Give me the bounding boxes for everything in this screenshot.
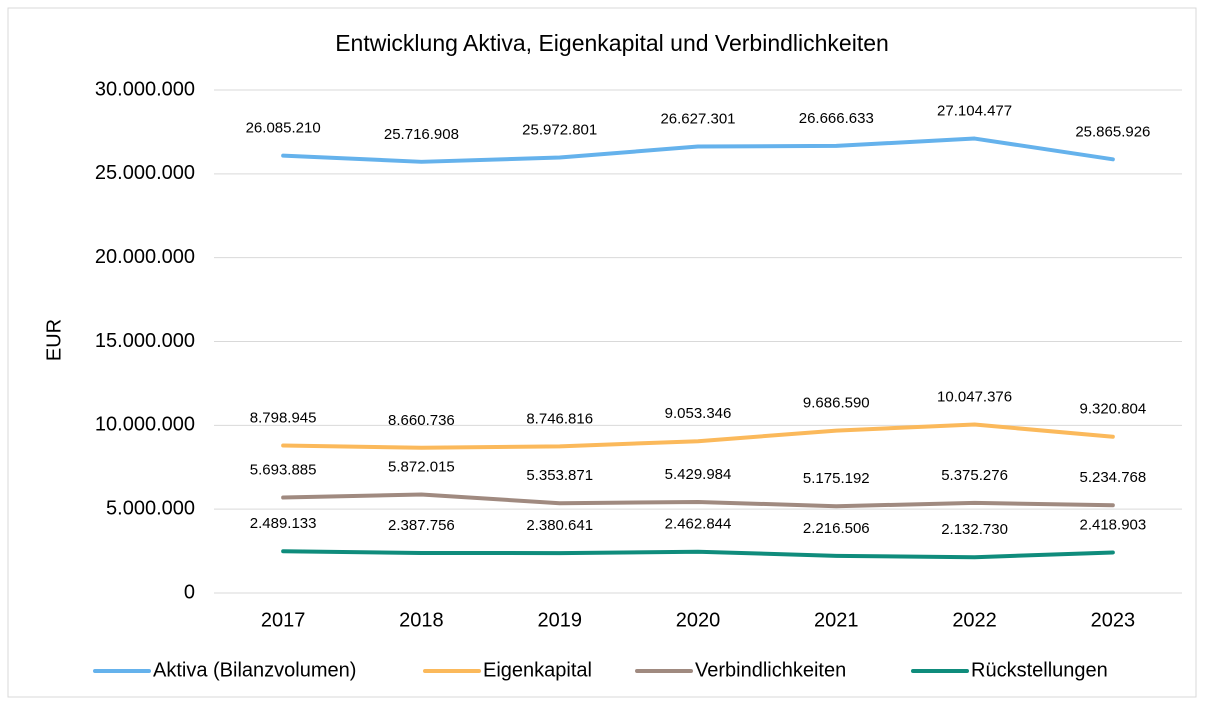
- data-label: 26.627.301: [660, 111, 735, 128]
- y-tick-label: 30.000.000: [95, 78, 195, 100]
- data-label: 2.489.133: [250, 515, 317, 532]
- x-tick-label: 2019: [537, 609, 582, 631]
- x-tick-label: 2021: [814, 609, 859, 631]
- data-label: 8.746.816: [526, 410, 593, 427]
- data-label: 27.104.477: [937, 103, 1012, 120]
- y-tick-label: 0: [184, 581, 195, 603]
- data-label: 9.320.804: [1079, 401, 1146, 418]
- series-line: [281, 492, 1115, 509]
- x-tick-label: 2022: [952, 609, 997, 631]
- x-tick-label: 2020: [676, 609, 721, 631]
- data-label: 9.686.590: [803, 395, 870, 412]
- data-label: 8.660.736: [388, 412, 455, 429]
- data-label: 25.865.926: [1075, 123, 1150, 140]
- series-line: [281, 549, 1115, 560]
- x-tick-label: 2018: [399, 609, 444, 631]
- data-label: 5.175.192: [803, 470, 870, 487]
- legend-label: Rückstellungen: [971, 659, 1108, 681]
- x-tick-label: 2017: [261, 609, 306, 631]
- data-label: 5.234.768: [1079, 469, 1146, 486]
- data-label: 5.353.871: [526, 467, 593, 484]
- data-label: 9.053.346: [665, 405, 732, 422]
- y-tick-label: 25.000.000: [95, 162, 195, 184]
- series-line: [281, 136, 1115, 164]
- data-label: 25.972.801: [522, 121, 597, 138]
- legend-label: Eigenkapital: [483, 659, 592, 681]
- data-label: 5.693.885: [250, 462, 317, 479]
- data-label: 26.085.210: [246, 120, 321, 137]
- data-label: 2.132.730: [941, 521, 1008, 538]
- data-label: 2.418.903: [1079, 516, 1146, 533]
- x-tick-label: 2023: [1091, 609, 1136, 631]
- data-label: 2.216.506: [803, 520, 870, 537]
- y-tick-label: 20.000.000: [95, 246, 195, 268]
- data-label: 25.716.908: [384, 126, 459, 143]
- y-tick-label: 5.000.000: [106, 497, 195, 519]
- data-label: 5.872.015: [388, 459, 455, 476]
- data-label: 8.798.945: [250, 409, 317, 426]
- data-label: 5.429.984: [665, 466, 732, 483]
- y-tick-label: 15.000.000: [95, 330, 195, 352]
- series-line: [281, 422, 1115, 450]
- data-label: 26.666.633: [799, 110, 874, 127]
- data-label: 10.047.376: [937, 389, 1012, 406]
- data-label: 2.462.844: [665, 516, 732, 533]
- data-label: 5.375.276: [941, 467, 1008, 484]
- data-label: 2.387.756: [388, 517, 455, 534]
- y-tick-label: 10.000.000: [95, 414, 195, 436]
- data-label: 2.380.641: [526, 517, 593, 534]
- chart-border: [7, 7, 1197, 698]
- legend-label: Verbindlichkeiten: [695, 659, 846, 681]
- legend-label: Aktiva (Bilanzvolumen): [153, 659, 356, 681]
- y-axis-label: EUR: [43, 319, 65, 361]
- chart-title: Entwicklung Aktiva, Eigenkapital und Ver…: [335, 30, 889, 56]
